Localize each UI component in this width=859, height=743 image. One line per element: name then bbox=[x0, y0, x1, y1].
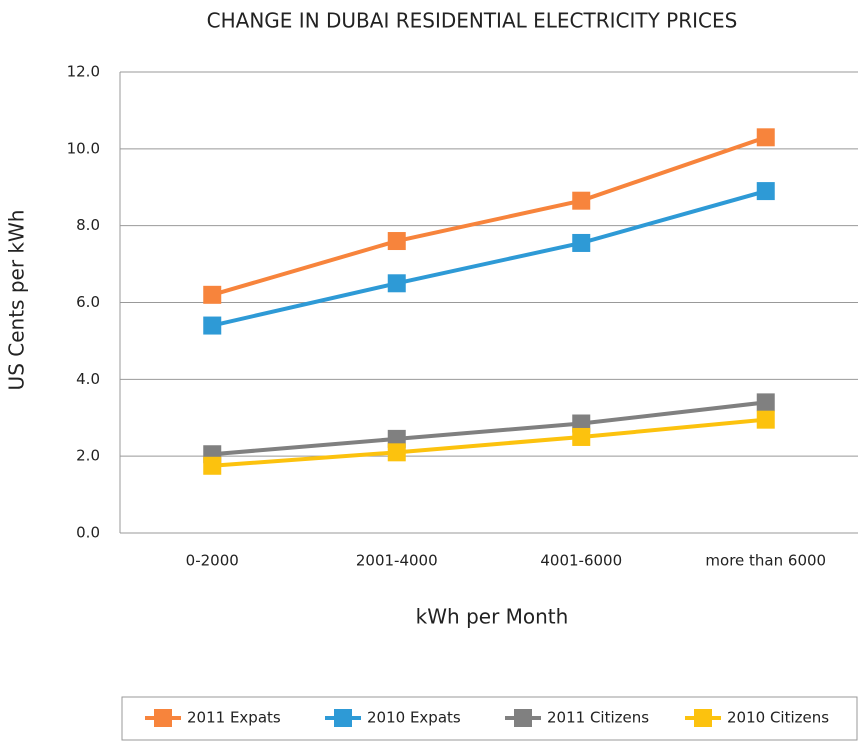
y-tick-label: 12.0 bbox=[67, 63, 100, 81]
y-tick-label: 8.0 bbox=[76, 216, 100, 234]
y-tick-label: 0.0 bbox=[76, 524, 100, 542]
marker bbox=[756, 182, 775, 201]
marker bbox=[387, 443, 406, 462]
chart-title: CHANGE IN DUBAI RESIDENTIAL ELECTRICITY … bbox=[207, 9, 738, 33]
x-axis-label: kWh per Month bbox=[416, 605, 569, 629]
legend-label: 2010 Expats bbox=[367, 709, 461, 727]
legend-marker bbox=[694, 709, 712, 727]
marker bbox=[572, 427, 591, 446]
y-axis-label: US Cents per kWh bbox=[5, 210, 29, 391]
marker bbox=[203, 285, 222, 304]
x-tick-label: 2001-4000 bbox=[356, 552, 438, 570]
legend-marker bbox=[334, 709, 352, 727]
x-tick-label: 0-2000 bbox=[186, 552, 239, 570]
y-tick-label: 6.0 bbox=[76, 293, 100, 311]
marker bbox=[572, 191, 591, 210]
legend-marker bbox=[154, 709, 172, 727]
x-tick-label: 4001-6000 bbox=[540, 552, 622, 570]
marker bbox=[203, 316, 222, 335]
legend-label: 2011 Citizens bbox=[547, 709, 649, 727]
series-line bbox=[211, 135, 767, 297]
marker bbox=[387, 232, 406, 251]
y-tick-label: 4.0 bbox=[76, 370, 100, 388]
marker bbox=[756, 393, 775, 412]
y-tick-label: 10.0 bbox=[67, 139, 100, 157]
legend-box bbox=[121, 696, 858, 741]
legend-label: 2010 Citizens bbox=[727, 709, 829, 727]
legend-marker bbox=[514, 709, 532, 727]
marker bbox=[203, 456, 222, 475]
legend-label: 2011 Expats bbox=[187, 709, 281, 727]
marker bbox=[756, 128, 775, 147]
marker bbox=[756, 410, 775, 429]
y-tick-label: 2.0 bbox=[76, 447, 100, 465]
series-line bbox=[212, 400, 766, 457]
series-line bbox=[212, 417, 766, 468]
x-tick-label: more than 6000 bbox=[705, 552, 826, 570]
marker bbox=[572, 233, 591, 252]
marker bbox=[387, 274, 406, 293]
series-line bbox=[211, 189, 767, 328]
